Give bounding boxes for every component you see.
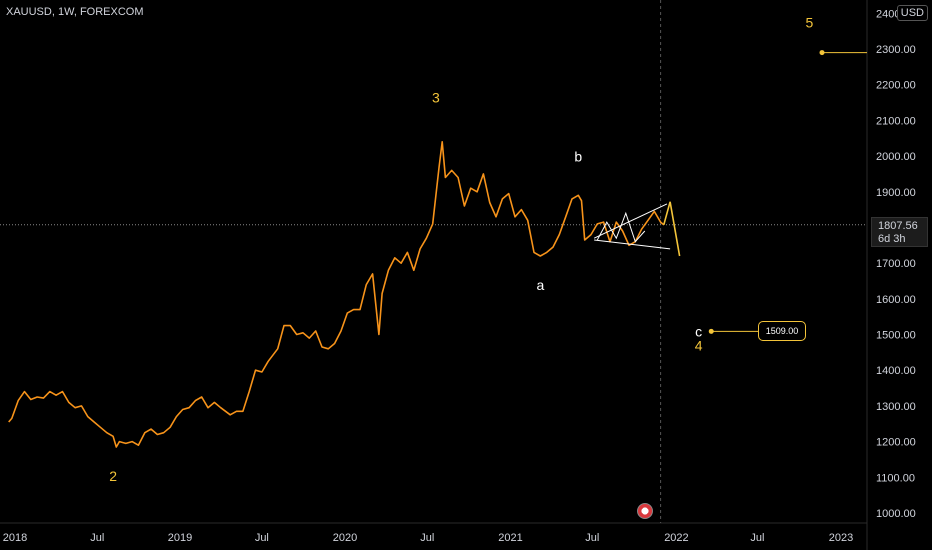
y-tick-label: 1700.00 [876,258,916,270]
wave-label: a [536,277,544,293]
currency-selector[interactable]: USD [896,5,928,21]
y-tick-label: 1200.00 [876,437,916,449]
x-tick-label: 2018 [3,532,27,544]
y-tick-label: 2000.00 [876,151,916,163]
wave-label: 5 [805,15,813,31]
wave-label: c [695,323,702,339]
x-tick-label: 2022 [664,532,688,544]
x-tick-label: Jul [90,532,104,544]
x-tick-label: 2021 [498,532,522,544]
last-price-tag: 1807.56 6d 3h [871,217,928,247]
triangle-lower-line [594,239,671,250]
wave-label: 4 [695,338,703,354]
y-tick-label: 1100.00 [876,472,915,484]
x-tick-label: 2020 [333,532,357,544]
y-tick-label: 1500.00 [876,330,916,342]
target-price-label: 1509.00 [758,321,806,341]
y-tick-label: 1400.00 [876,365,916,377]
y-tick-label: 1900.00 [876,187,916,199]
us-flag-icon[interactable] [637,503,653,519]
y-tick-label: 2100.00 [876,115,916,127]
symbol-label[interactable]: XAUUSD, 1W, FOREXCOM [6,6,144,18]
wave-label: 2 [109,468,117,484]
y-tick-label: 1000.00 [876,508,916,520]
bar-countdown: 6d 3h [878,233,906,245]
x-tick-label: Jul [585,532,599,544]
target-price-dot [708,328,714,334]
x-tick-label: Jul [420,532,434,544]
wave-label: 3 [432,90,440,106]
y-tick-label: 2200.00 [876,80,916,92]
x-tick-label: Jul [255,532,269,544]
x-tick-label: 2019 [168,532,192,544]
triangle-inner-waves [596,211,646,243]
last-price-value: 1807.56 [878,220,918,232]
x-tick-label: Jul [750,532,764,544]
y-tick-label: 2300.00 [876,44,916,56]
x-tick-label: 2023 [829,532,853,544]
projection-path [663,201,681,257]
wave5-price-dot [819,50,825,56]
price-series-line [8,141,665,448]
y-tick-label: 1600.00 [876,294,916,306]
triangle-upper-line [593,203,668,239]
y-tick-label: 1300.00 [876,401,916,413]
wave-label: b [574,148,582,164]
